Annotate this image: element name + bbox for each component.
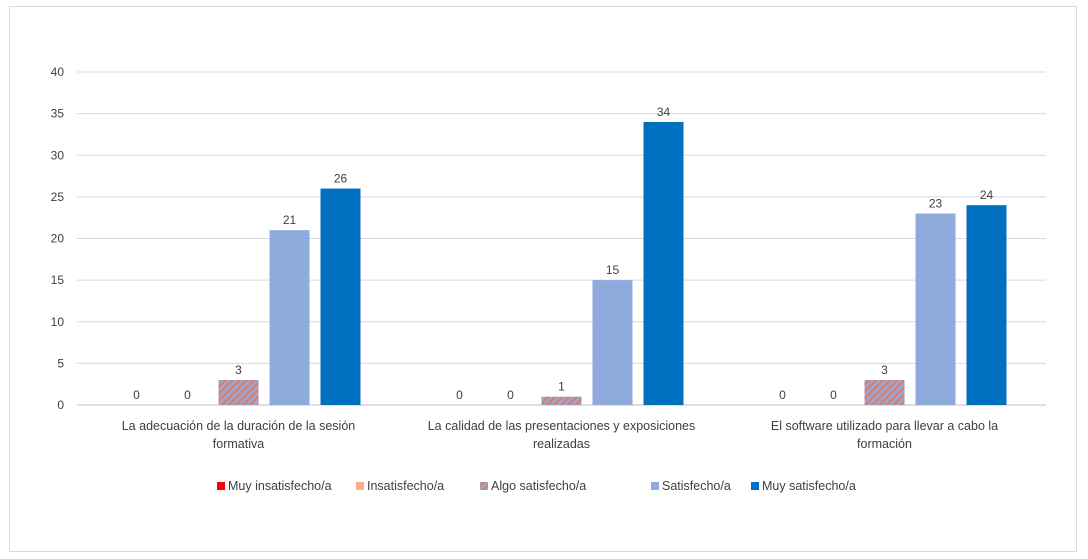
data-label: 0	[507, 388, 514, 402]
category-label: La adecuación de la duración de la sesió…	[122, 419, 356, 433]
category-label: La calidad de las presentaciones y expos…	[428, 419, 696, 433]
bar	[320, 188, 361, 405]
data-label: 24	[980, 188, 994, 202]
y-tick-label: 10	[51, 315, 65, 329]
data-label: 0	[456, 388, 463, 402]
data-label: 0	[830, 388, 837, 402]
bar	[218, 380, 259, 405]
data-label: 0	[184, 388, 191, 402]
y-tick-label: 35	[51, 107, 65, 121]
bar	[643, 121, 684, 405]
data-label: 3	[235, 363, 242, 377]
data-label: 15	[606, 263, 620, 277]
y-tick-label: 5	[57, 356, 64, 370]
y-tick-label: 30	[51, 148, 65, 162]
data-label: 21	[283, 213, 297, 227]
legend-label: Algo satisfecho/a	[491, 479, 586, 493]
bar	[966, 205, 1007, 405]
legend-label: Muy satisfecho/a	[762, 479, 856, 493]
legend-label: Insatisfecho/a	[367, 479, 444, 493]
data-label: 23	[929, 197, 943, 211]
y-tick-label: 40	[51, 65, 65, 79]
category-label: El software utilizado para llevar a cabo…	[771, 419, 998, 433]
legend-swatch	[356, 482, 364, 490]
y-tick-label: 25	[51, 190, 65, 204]
category-label: realizadas	[533, 437, 590, 451]
legend-label: Satisfecho/a	[662, 479, 731, 493]
data-label: 1	[558, 380, 565, 394]
bar	[269, 230, 310, 405]
category-label: formativa	[213, 437, 264, 451]
data-label: 3	[881, 363, 888, 377]
bar-chart: 0 5 10 15 20 25 30 35 40 0 0 3 21 26 0 0 1 15 34 0 0 3 23 24 L…	[51, 65, 1046, 493]
data-label: 0	[133, 388, 140, 402]
legend-label: Muy insatisfecho/a	[228, 479, 332, 493]
bar	[592, 280, 633, 405]
legend-swatch	[651, 482, 659, 490]
bar	[915, 213, 956, 405]
category-label: formación	[857, 437, 912, 451]
legend-swatch	[217, 482, 225, 490]
data-label: 0	[779, 388, 786, 402]
bar	[864, 380, 905, 405]
chart-frame: 0 5 10 15 20 25 30 35 40 0 0 3 21 26 0 0 1 15 34 0 0 3 23 24 L…	[9, 6, 1077, 552]
bar	[541, 396, 582, 405]
y-tick-label: 0	[57, 398, 64, 412]
y-tick-label: 20	[51, 232, 65, 246]
data-label: 26	[334, 172, 348, 186]
y-tick-label: 15	[51, 273, 65, 287]
legend-swatch	[751, 482, 759, 490]
legend-swatch	[480, 482, 488, 490]
data-label: 34	[657, 105, 671, 119]
